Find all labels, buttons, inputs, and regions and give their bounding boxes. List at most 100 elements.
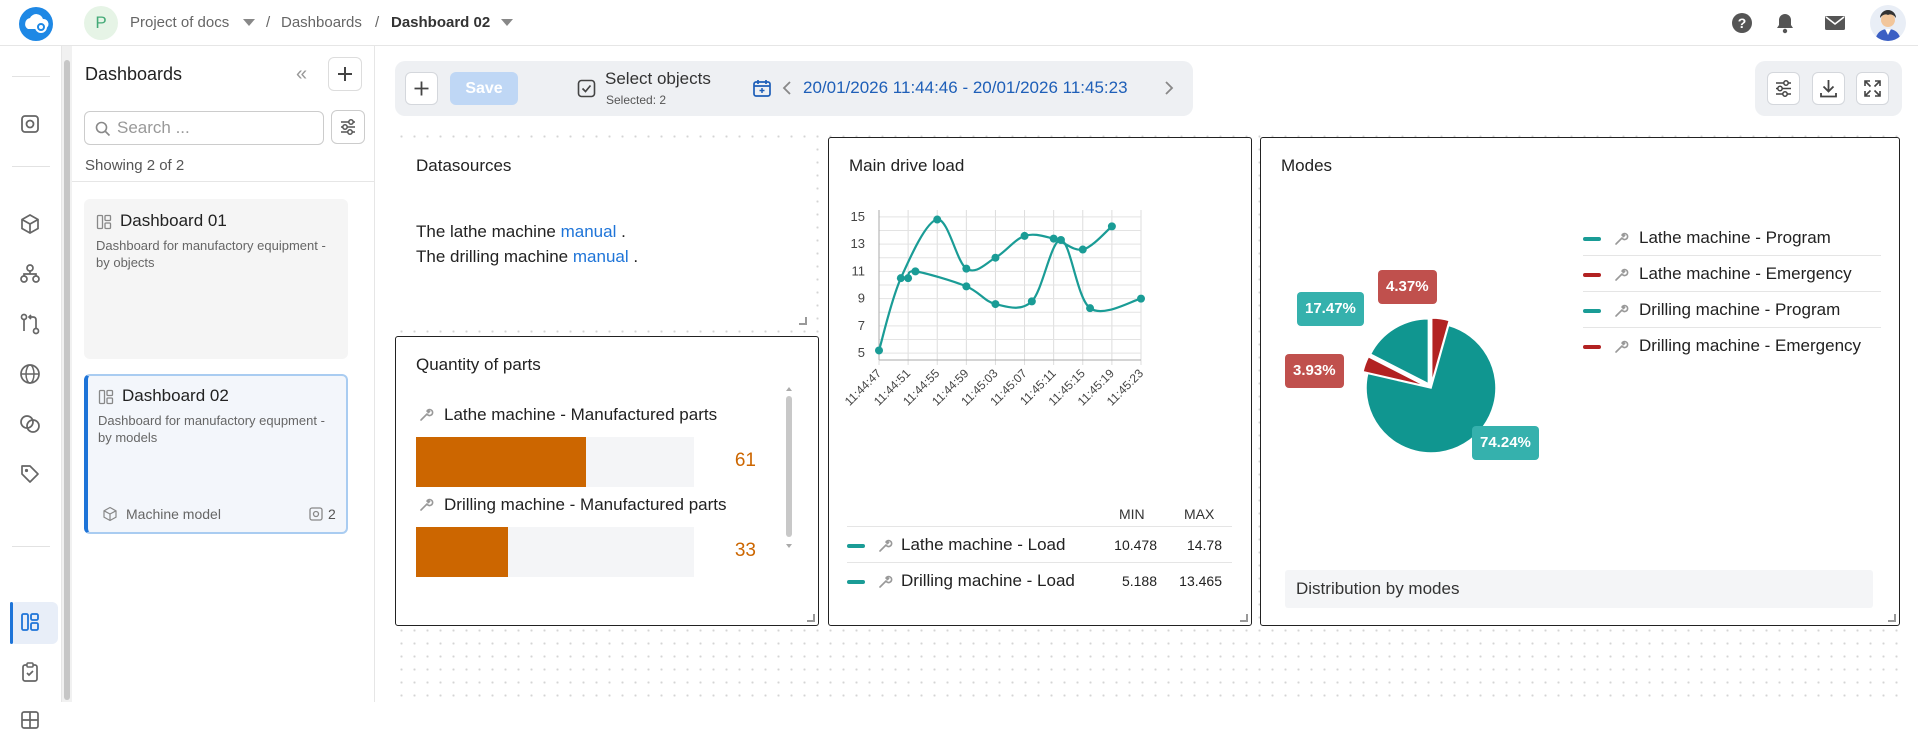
wrench-icon <box>418 407 434 423</box>
modes-widget[interactable]: Modes 74.24% 3.93% 17.47% 4.37% Lathe ma… <box>1260 137 1900 626</box>
drive-legend-row[interactable]: Drilling machine - Load 5.188 13.465 <box>847 562 1232 598</box>
modes-legend-row[interactable]: Drilling machine - Emergency <box>1583 328 1881 364</box>
calendar-icon[interactable] <box>752 78 772 98</box>
rail-dashboards-icon[interactable] <box>18 610 44 636</box>
y-tick-label: 15 <box>851 209 865 224</box>
modes-pie-chart <box>1362 317 1497 454</box>
svg-text:?: ? <box>1738 15 1747 31</box>
download-button[interactable] <box>1812 72 1845 105</box>
data-point <box>991 253 1000 262</box>
notifications-bell-icon[interactable] <box>1774 12 1796 34</box>
help-icon[interactable]: ? <box>1731 12 1753 34</box>
pie-slice-label: 3.93% <box>1285 354 1344 388</box>
series-line <box>907 238 1142 313</box>
rail-objects-icon[interactable] <box>18 112 44 138</box>
search-input[interactable] <box>117 118 317 138</box>
collapse-panel-icon[interactable]: « <box>296 63 308 85</box>
pie-slice <box>1362 355 1427 388</box>
legend-name: Drilling machine - Load <box>901 571 1075 590</box>
dashboard-card-01[interactable]: Dashboard 01 Dashboard for manufactory e… <box>84 199 348 359</box>
scrollbar-thumb[interactable] <box>64 60 70 700</box>
datasource-line: The lathe machine manual . <box>416 222 626 242</box>
data-point <box>1137 294 1145 303</box>
legend-min: 5.188 <box>1121 573 1157 589</box>
y-tick-label: 9 <box>858 291 865 306</box>
data-point <box>1056 236 1065 244</box>
resize-handle[interactable] <box>799 317 807 325</box>
resize-handle[interactable] <box>1240 614 1248 622</box>
legend-swatch <box>1583 309 1601 313</box>
widget-title: Main drive load <box>849 156 965 175</box>
rail-clipboard-icon[interactable] <box>18 660 44 686</box>
widget-title: Datasources <box>416 156 512 175</box>
legend-name: Lathe machine - Emergency <box>1639 264 1852 283</box>
datasource-suffix: . <box>621 222 626 241</box>
data-point <box>911 267 920 276</box>
quantity-label: Lathe machine - Manufactured parts <box>444 405 718 424</box>
drive-legend-row[interactable]: Lathe machine - Load 10.478 14.78 <box>847 526 1232 562</box>
rail-overlap-icon[interactable] <box>18 412 44 438</box>
datasources-widget[interactable]: Datasources The lathe machine manual . T… <box>396 138 813 330</box>
panel-title: Dashboards <box>85 64 183 84</box>
dashboard-dropdown-icon[interactable] <box>501 19 513 26</box>
model-cube-icon <box>102 506 118 522</box>
breadcrumb-separator: / <box>375 14 380 31</box>
resize-handle[interactable] <box>1888 614 1896 622</box>
data-point <box>896 274 905 283</box>
previous-period-chevron-icon[interactable] <box>781 78 793 98</box>
modes-legend-row[interactable]: Lathe machine - Emergency <box>1583 256 1881 292</box>
dashboard-actions <box>1755 61 1902 116</box>
mail-icon[interactable] <box>1824 14 1846 32</box>
modes-legend-row[interactable]: Drilling machine - Program <box>1583 292 1881 328</box>
user-avatar[interactable] <box>1870 5 1906 41</box>
add-dashboard-button[interactable] <box>328 57 362 91</box>
data-point <box>1020 231 1029 240</box>
rail-globe-icon[interactable] <box>18 362 44 388</box>
save-button[interactable]: Save <box>450 72 518 105</box>
manual-link[interactable]: manual <box>572 247 629 266</box>
quantity-widget[interactable]: Quantity of parts Lathe machine - Manufa… <box>395 336 819 626</box>
rail-hierarchy-icon[interactable] <box>18 262 44 288</box>
manual-link[interactable]: manual <box>560 222 617 241</box>
wrench-icon <box>877 574 893 590</box>
time-range[interactable]: 20/01/2026 11:44:46 - 20/01/2026 11:45:2… <box>803 78 1128 97</box>
rail-scrollbar[interactable] <box>62 46 72 702</box>
select-objects-button[interactable]: Select objects <box>605 69 711 88</box>
dashboard-card-description: Dashboard for manufactory equipment - by… <box>96 238 326 270</box>
rail-transitions-icon[interactable] <box>18 312 44 338</box>
breadcrumb-dashboards[interactable]: Dashboards <box>281 14 362 31</box>
wrench-icon <box>1613 303 1629 319</box>
data-point <box>1107 222 1116 231</box>
rail-tag-icon[interactable] <box>18 462 44 488</box>
project-avatar[interactable]: P <box>84 6 118 40</box>
app-logo-icon[interactable] <box>19 7 53 41</box>
datasource-text: The lathe machine <box>416 222 556 241</box>
breadcrumb-current[interactable]: Dashboard 02 <box>391 14 491 31</box>
resize-handle[interactable] <box>807 614 815 622</box>
rail-models-cube-icon[interactable] <box>18 212 44 238</box>
y-tick-label: 7 <box>858 318 865 333</box>
dashboard-card-objects-count: 2 <box>328 506 336 522</box>
main-drive-load-widget[interactable]: Main drive load 11:44:47 11:44:51 11:44:55… <box>828 137 1252 626</box>
data-point <box>991 300 1000 309</box>
dashboard-card-02[interactable]: Dashboard 02 Dashboard for manufactory e… <box>84 374 348 534</box>
filter-settings-button[interactable] <box>331 110 365 144</box>
checkbox-icon[interactable] <box>577 79 596 98</box>
quantity-scrollbar[interactable] <box>784 385 794 550</box>
legend-max: 13.465 <box>1179 573 1222 589</box>
modes-legend-row[interactable]: Lathe machine - Program <box>1583 220 1881 256</box>
add-widget-button[interactable] <box>405 72 438 105</box>
rail-active-indicator <box>10 602 13 644</box>
rail-grid-icon[interactable] <box>18 708 44 734</box>
next-period-chevron-icon[interactable] <box>1163 78 1175 98</box>
dashboard-card-model: Machine model <box>126 506 221 522</box>
dashboard-icon <box>96 214 112 230</box>
dashboard-card-title: Dashboard 01 <box>120 211 227 230</box>
fullscreen-button[interactable] <box>1856 72 1889 105</box>
min-header: MIN <box>1119 506 1145 522</box>
data-point <box>962 264 971 273</box>
selected-count: Selected: 2 <box>606 93 667 107</box>
breadcrumb-project[interactable]: Project of docs <box>130 14 230 31</box>
project-dropdown-icon[interactable] <box>243 19 255 26</box>
dashboard-settings-button[interactable] <box>1767 72 1800 105</box>
